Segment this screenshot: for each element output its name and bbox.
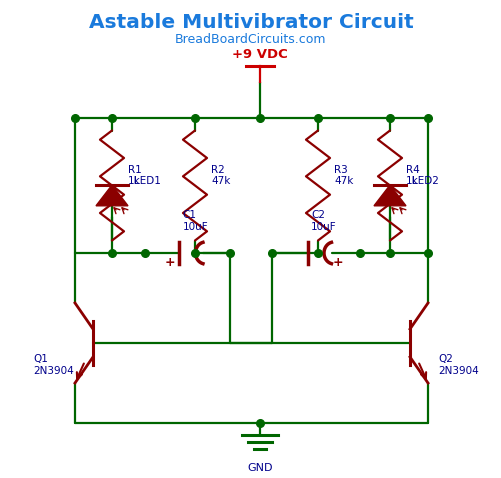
Text: +9 VDC: +9 VDC	[231, 48, 287, 61]
Text: Astable Multivibrator Circuit: Astable Multivibrator Circuit	[89, 13, 412, 32]
Text: LED2: LED2	[411, 176, 438, 186]
Text: R2
47k: R2 47k	[210, 165, 230, 186]
Text: LED1: LED1	[134, 176, 160, 186]
Text: C2
10uF: C2 10uF	[311, 210, 336, 232]
Text: Q2
2N3904: Q2 2N3904	[437, 354, 478, 376]
Text: +: +	[164, 257, 174, 270]
Text: GND: GND	[247, 463, 272, 473]
Polygon shape	[373, 185, 405, 206]
Text: Q1
2N3904: Q1 2N3904	[33, 354, 74, 376]
Text: R3
47k: R3 47k	[333, 165, 353, 186]
Text: BreadBoardCircuits.com: BreadBoardCircuits.com	[175, 33, 326, 46]
Text: C1
10uF: C1 10uF	[182, 210, 208, 232]
Text: +: +	[332, 257, 343, 270]
Text: R4
1k: R4 1k	[405, 165, 419, 186]
Text: R1
1k: R1 1k	[128, 165, 141, 186]
Polygon shape	[96, 185, 128, 206]
